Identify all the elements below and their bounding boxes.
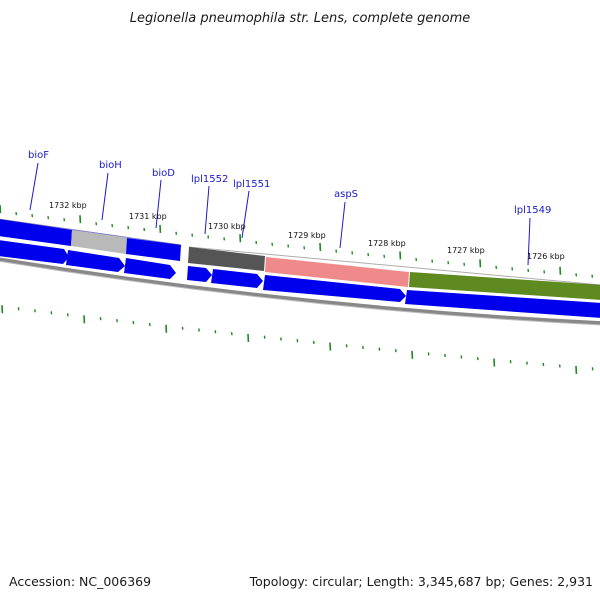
gene-lpl1552[interactable] xyxy=(188,247,265,271)
gene-asps[interactable] xyxy=(265,257,409,287)
genome-backbone xyxy=(0,257,600,325)
gene-label-lpl1551[interactable]: lpl1551 xyxy=(233,179,270,190)
gene-label-bioh[interactable]: bioH xyxy=(99,160,122,171)
scale-label-1727: 1727 kbp xyxy=(447,246,485,255)
gene-bioH[interactable] xyxy=(71,230,127,254)
scale-label-1726: 1726 kbp xyxy=(527,252,565,261)
gene-rev-1[interactable] xyxy=(0,240,69,264)
gene-label-leaders xyxy=(29,162,531,266)
upper-scale-ticks xyxy=(0,204,594,278)
scale-label-1732: 1732 kbp xyxy=(49,201,87,210)
accession-text: Accession: NC_006369 xyxy=(9,574,151,589)
forward-gene-row xyxy=(0,218,600,300)
gene-lpl1549[interactable] xyxy=(409,272,600,300)
gene-rev-2[interactable] xyxy=(66,250,125,272)
lower-scale-ticks xyxy=(1,305,594,374)
scale-label-1729: 1729 kbp xyxy=(288,231,326,240)
gene-label-lpl1552[interactable]: lpl1552 xyxy=(191,174,228,185)
scale-labels: 1732 kbp 1731 kbp 1730 kbp 1729 kbp 1728… xyxy=(49,201,565,261)
gene-rev-3[interactable] xyxy=(124,258,176,279)
reverse-gene-row xyxy=(0,240,600,318)
gene-labels: bioF bioH bioD lpl1552 lpl1551 aspS lpl1… xyxy=(28,150,551,216)
gene-rev-5[interactable] xyxy=(211,269,263,288)
gene-bioD[interactable] xyxy=(126,238,181,261)
genome-summary-text: Topology: circular; Length: 3,345,687 bp… xyxy=(249,574,593,589)
gene-label-biod[interactable]: bioD xyxy=(152,168,175,179)
scale-label-1730: 1730 kbp xyxy=(208,222,246,231)
gene-label-lpl1549[interactable]: lpl1549 xyxy=(514,205,551,216)
gene-rev-6[interactable] xyxy=(263,275,406,302)
gene-bioF[interactable] xyxy=(0,219,72,246)
scale-label-1731: 1731 kbp xyxy=(129,212,167,221)
scale-label-1728: 1728 kbp xyxy=(368,239,406,248)
gene-rev-4[interactable] xyxy=(187,266,212,282)
map-title: Legionella pneumophila str. Lens, comple… xyxy=(130,11,471,26)
gene-label-asps[interactable]: aspS xyxy=(334,189,358,200)
gene-rev-7[interactable] xyxy=(405,290,600,318)
gene-label-biof[interactable]: bioF xyxy=(28,150,49,161)
